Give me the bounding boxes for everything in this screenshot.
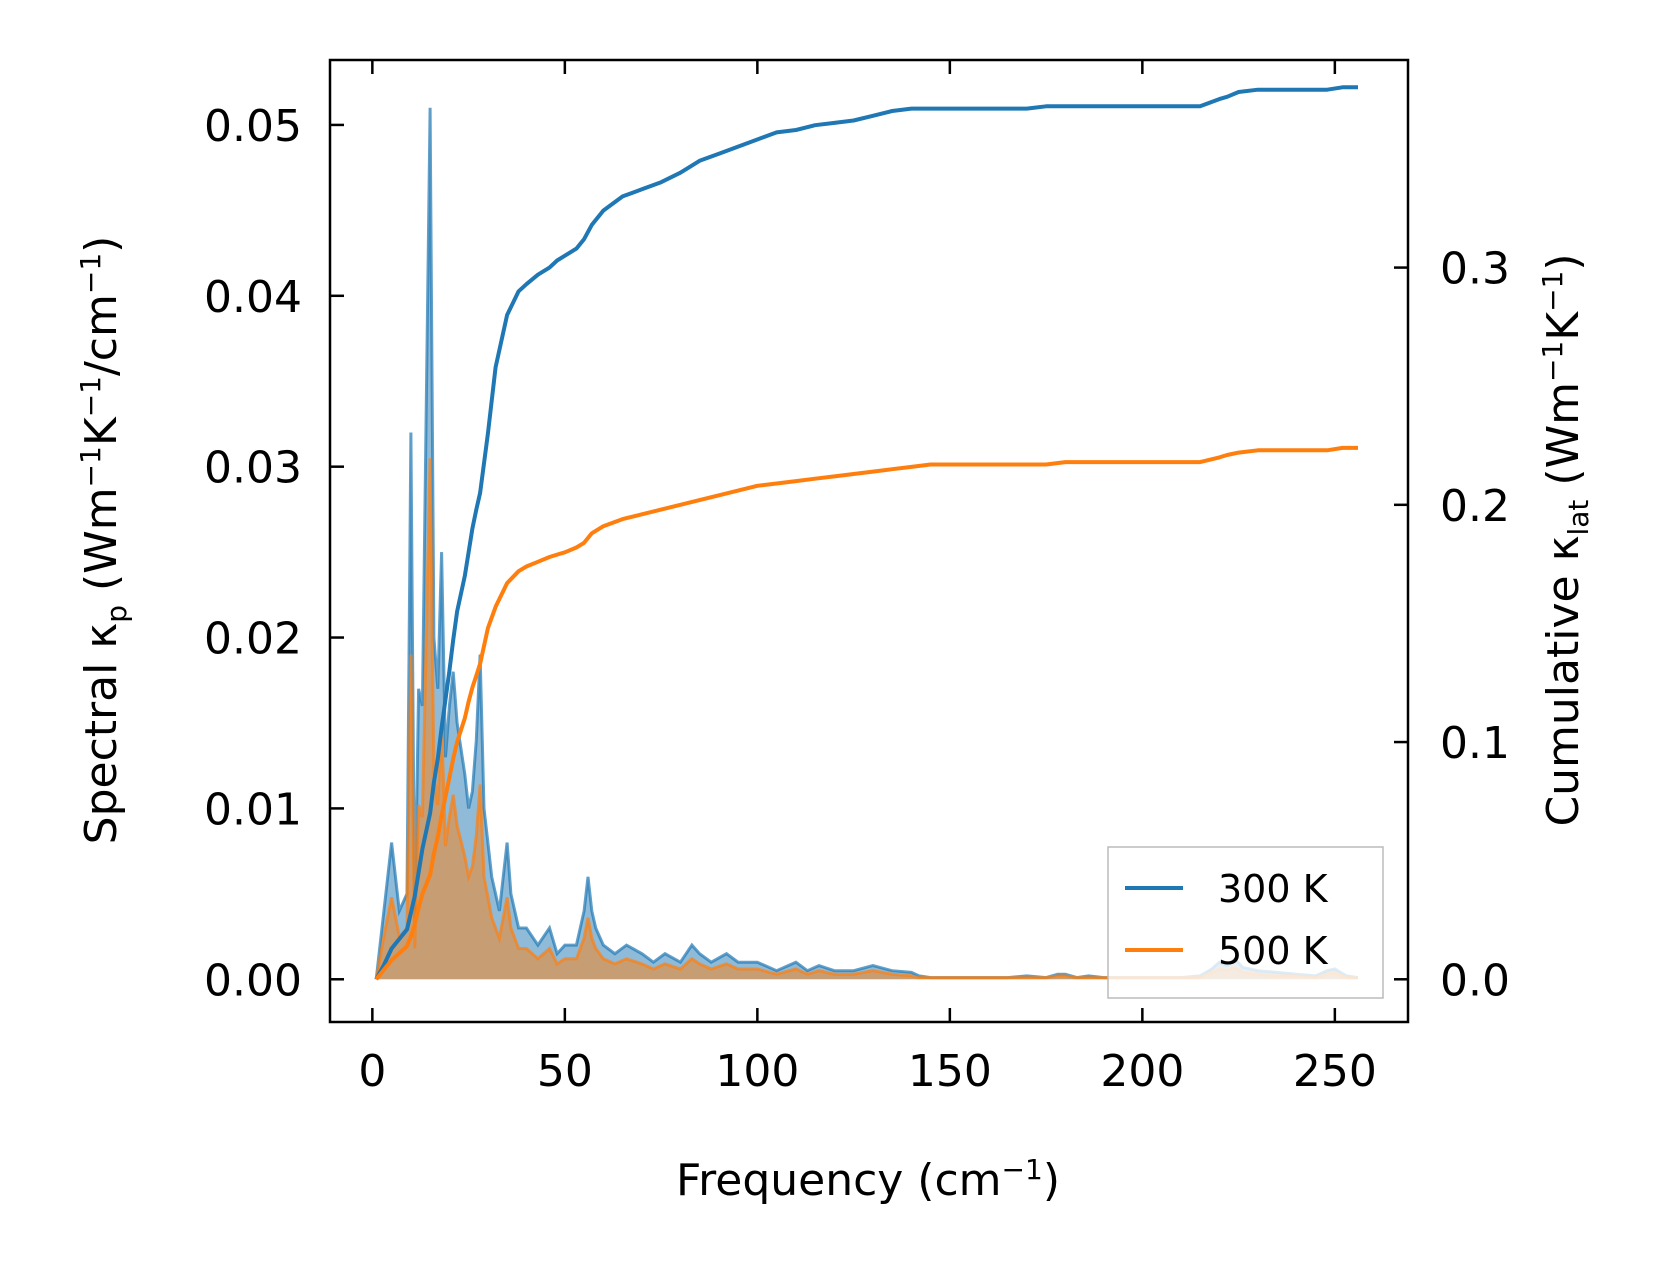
legend: 300 K 500 K <box>1107 846 1384 999</box>
left-y-tick-label: 0.04 <box>204 272 302 323</box>
cumulative-line-500-k <box>374 445 1358 981</box>
plot-frame <box>328 58 1410 1024</box>
series-line-layer <box>374 85 1358 981</box>
x-tick-label: 200 <box>1100 1046 1184 1097</box>
spectral-fill-500-k <box>376 458 1358 980</box>
left-y-tick-label: 0.01 <box>204 784 302 835</box>
right-y-axis-label: Cumulative κlat (Wm−1K−1) <box>1536 253 1595 826</box>
left-y-tick-label: 0.03 <box>204 443 302 494</box>
x-tick-label: 150 <box>908 1046 992 1097</box>
left-y-axis-ticks: 0.00 0.01 0.02 0.03 0.04 0.05 <box>204 101 344 1006</box>
x-tick-label: 50 <box>537 1046 593 1097</box>
right-y-tick-label: 0.1 <box>1440 718 1510 769</box>
x-tick-label: 250 <box>1293 1046 1377 1097</box>
right-y-tick-label: 0.3 <box>1440 244 1510 295</box>
x-tick-label: 100 <box>715 1046 799 1097</box>
x-tick-label: 0 <box>358 1046 386 1097</box>
x-axis-ticks: 0 50 100 150 200 250 <box>358 60 1377 1097</box>
x-axis-label: Frequency (cm−1) <box>676 1153 1060 1206</box>
legend-label-300k: 300 K <box>1218 867 1329 911</box>
legend-box <box>1107 846 1384 999</box>
right-y-axis-ticks: 0.0 0.1 0.2 0.3 <box>1394 244 1510 1006</box>
left-y-tick-label: 0.00 <box>204 955 302 1006</box>
left-y-tick-label: 0.02 <box>204 614 302 665</box>
cumulative-line-300-k <box>374 85 1358 981</box>
left-y-tick-label: 0.05 <box>204 101 302 152</box>
right-y-tick-label: 0.0 <box>1440 955 1510 1006</box>
left-y-axis-label: Spectral κp (Wm−1K−1/cm−1) <box>74 236 133 845</box>
right-y-tick-label: 0.2 <box>1440 481 1510 532</box>
legend-label-500k: 500 K <box>1218 929 1329 973</box>
